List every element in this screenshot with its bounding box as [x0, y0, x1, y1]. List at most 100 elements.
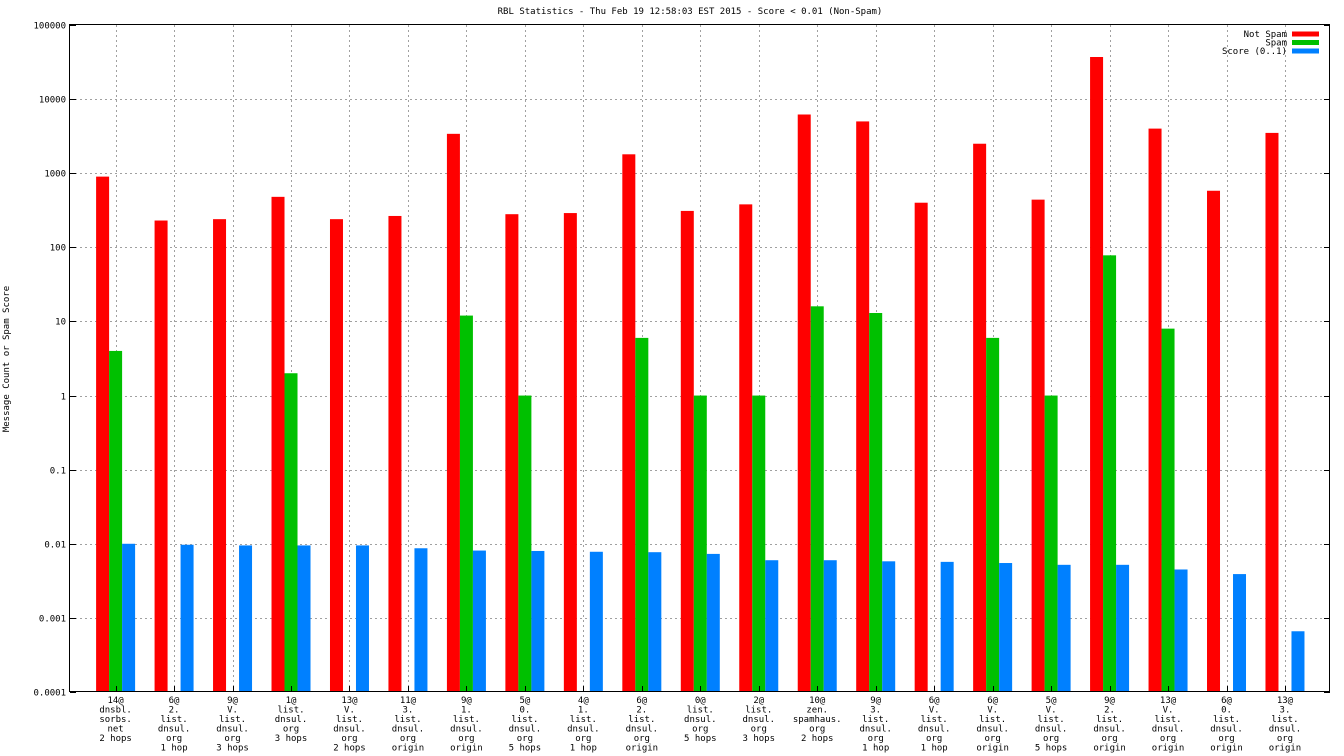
- x-category-label-line: list.: [745, 706, 772, 716]
- x-category-label: 6@ 0. list. dnsul. org origin: [1210, 696, 1243, 754]
- x-category-label-line: 9@: [461, 696, 472, 706]
- y-tick-label: 10: [55, 318, 66, 328]
- x-category-label-line: list.: [1038, 715, 1065, 725]
- x-category-label-line: org: [809, 725, 825, 735]
- bar-score-0-1: [765, 560, 779, 692]
- x-category-label: 9@ 3. list. dnsul. org 1 hop: [859, 696, 892, 754]
- y-axis-label: Message Count or Spam Score: [2, 286, 12, 432]
- x-category-label-line: dnsul.: [333, 725, 366, 735]
- x-category-label-line: 3 hops: [216, 744, 249, 754]
- x-category-label: 1@ list. dnsul. org 3 hops: [275, 696, 308, 744]
- x-category-label-line: V.: [987, 706, 998, 716]
- y-tick-label: 10000: [39, 96, 66, 106]
- x-category-label: 6@ 2. list. dnsul. org origin: [626, 696, 659, 754]
- bar-spam: [518, 395, 532, 692]
- x-category-label-line: org: [1101, 734, 1117, 744]
- bar-spam: [752, 395, 766, 692]
- x-category-label-line: dnsul.: [918, 725, 951, 735]
- x-category-label-line: 13@: [1160, 696, 1177, 706]
- legend-label: Score (0..1): [1222, 47, 1287, 57]
- x-category-label-line: 3.: [403, 706, 414, 716]
- x-category-label-line: 2.: [1104, 706, 1115, 716]
- x-category-label-line: 6@: [987, 696, 998, 706]
- bar-score-0-1: [355, 545, 369, 692]
- x-category-label-line: list.: [979, 715, 1006, 725]
- bar-spam: [1044, 395, 1058, 692]
- x-category-label-line: V.: [344, 706, 355, 716]
- y-tick-label: 0.001: [39, 615, 66, 625]
- x-category-label-line: 1 hop: [921, 744, 948, 754]
- x-category-label-line: 5 hops: [684, 734, 717, 744]
- legend-label: Spam: [1265, 39, 1287, 49]
- legend-label: Not Spam: [1244, 30, 1287, 40]
- bar-not-spam: [1031, 199, 1045, 692]
- bar-score-0-1: [239, 545, 253, 692]
- x-category-label-line: org: [868, 734, 884, 744]
- x-category-label-line: 2 hops: [801, 734, 834, 744]
- x-category-label: 9@ V. list. dnsul. org 3 hops: [216, 696, 249, 754]
- x-category-label-line: 1.: [461, 706, 472, 716]
- x-category-label-line: org: [926, 734, 942, 744]
- bar-score-0-1: [648, 552, 662, 692]
- x-category-label-line: 6@: [1221, 696, 1232, 706]
- x-category-label-line: list.: [277, 706, 304, 716]
- chart-title: RBL Statistics - Thu Feb 19 12:58:03 EST…: [498, 7, 883, 17]
- x-category-label-line: dnsul.: [743, 715, 776, 725]
- x-category-label-line: 2@: [753, 696, 764, 706]
- bar-score-0-1: [999, 563, 1013, 692]
- x-category-label: 6@ 2. list. dnsul. org 1 hop: [158, 696, 191, 754]
- x-category-label-line: 9@: [870, 696, 881, 706]
- x-category-label-line: list.: [1271, 715, 1298, 725]
- bar-spam: [693, 395, 707, 692]
- x-category-label-line: dnsul.: [509, 725, 542, 735]
- x-category-label-line: 6@: [929, 696, 940, 706]
- x-category-label-line: org: [575, 734, 591, 744]
- x-category-label-line: 9@: [227, 696, 238, 706]
- x-category-label-line: org: [1218, 734, 1234, 744]
- x-category-label-line: dnsul.: [1035, 725, 1068, 735]
- x-category-label-line: 6@: [636, 696, 647, 706]
- x-category-label-line: 1@: [286, 696, 297, 706]
- x-category-label-line: org: [1160, 734, 1176, 744]
- x-category-label-line: 13@: [1277, 696, 1294, 706]
- bar-not-spam: [96, 176, 110, 693]
- x-category-label-line: org: [985, 734, 1001, 744]
- x-category-label-line: list.: [1213, 715, 1240, 725]
- x-category-label-line: 9@: [1104, 696, 1115, 706]
- x-category-label: 14@ dnsbl. sorbs. net 2 hops: [99, 696, 132, 744]
- x-category-label-line: origin: [626, 744, 659, 754]
- x-category-label-line: 5@: [519, 696, 530, 706]
- x-category-label-line: dnsul.: [684, 715, 717, 725]
- bar-not-spam: [388, 215, 402, 692]
- x-category-label-line: dnsul.: [158, 725, 191, 735]
- x-category-label-line: 2.: [169, 706, 180, 716]
- bar-not-spam: [973, 143, 987, 692]
- x-category-label-line: 5 hops: [509, 744, 542, 754]
- legend-swatch: [1292, 48, 1319, 54]
- x-category-label-line: org: [1043, 734, 1059, 744]
- x-category-label: 2@ list. dnsul. org 3 hops: [743, 696, 776, 744]
- x-category-label: 5@ 0. list. dnsul. org 5 hops: [509, 696, 542, 754]
- x-category-label-line: list.: [1096, 715, 1123, 725]
- x-category-label-line: list.: [862, 715, 889, 725]
- x-category-label-line: 2 hops: [333, 744, 366, 754]
- bar-score-0-1: [531, 550, 545, 692]
- bar-not-spam: [680, 210, 694, 692]
- x-category-label: 9@ 1. list. dnsul. org origin: [450, 696, 483, 754]
- bar-spam: [109, 350, 123, 692]
- x-category-label: 13@ 3. list. dnsul. org origin: [1269, 696, 1302, 754]
- bar-score-0-1: [589, 551, 603, 692]
- legend-swatch: [1292, 31, 1319, 37]
- bar-spam: [986, 337, 1000, 692]
- x-category-label-line: 1 hop: [862, 744, 889, 754]
- x-category-label-line: 10@: [809, 696, 826, 706]
- y-tick-label: 1: [61, 393, 66, 403]
- x-category-label-line: dnsul.: [1093, 725, 1126, 735]
- bar-score-0-1: [940, 561, 954, 692]
- x-category-label-line: dnsul.: [859, 725, 892, 735]
- x-category-label-line: org: [1277, 734, 1293, 744]
- bar-not-spam: [914, 202, 928, 693]
- x-category-label-line: org: [751, 725, 767, 735]
- x-category-label-line: dnsul.: [567, 725, 600, 735]
